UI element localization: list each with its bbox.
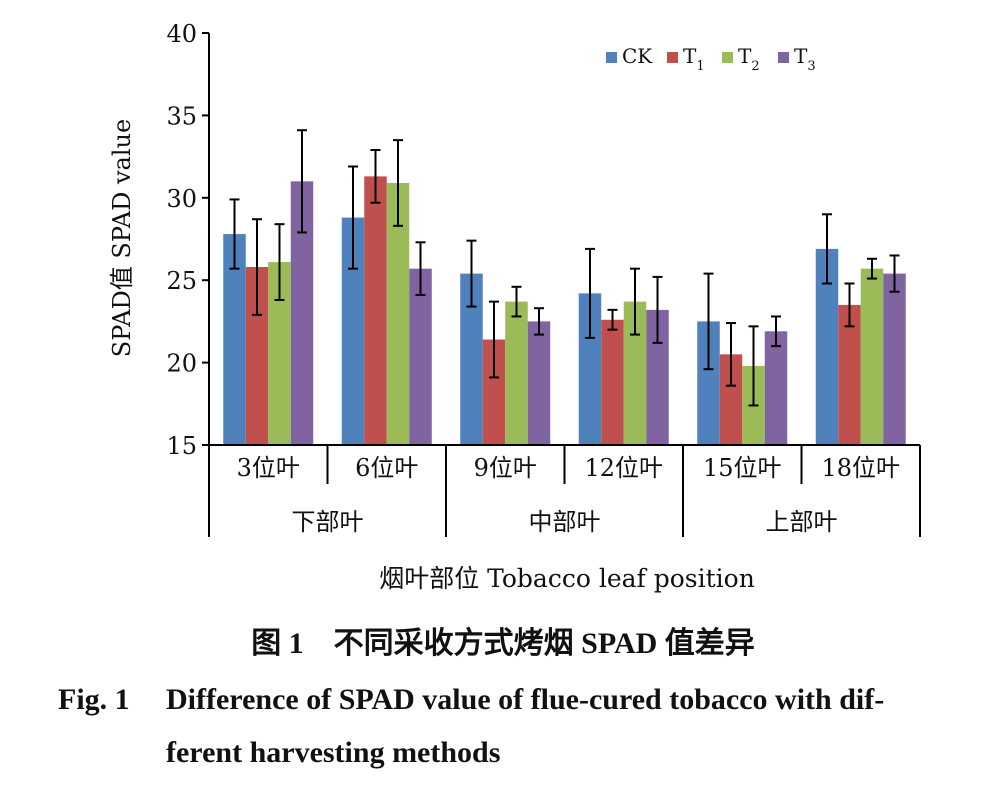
y-tick-label: 20 bbox=[166, 350, 197, 378]
bar-T3-9位叶 bbox=[527, 321, 551, 445]
bar-T3-12位叶 bbox=[646, 309, 669, 445]
legend-swatch-T2 bbox=[722, 52, 733, 63]
y-tick-label: 30 bbox=[166, 185, 197, 213]
legend-label-CK: CK bbox=[622, 44, 653, 68]
bar-T1-3位叶 bbox=[245, 267, 269, 445]
y-axis: 15 20 25 30 35 40 bbox=[166, 20, 210, 460]
legend-swatch-T3 bbox=[778, 52, 789, 63]
y-axis-title: SPAD值 SPAD value bbox=[108, 119, 136, 357]
bar-T3-18位叶 bbox=[883, 273, 906, 445]
group-label: 中部叶 bbox=[529, 508, 601, 536]
legend-swatch-T1 bbox=[667, 52, 678, 63]
category-label: 6位叶 bbox=[355, 454, 418, 482]
category-label: 15位叶 bbox=[703, 454, 782, 482]
bar-T1-6位叶 bbox=[364, 176, 387, 445]
legend-label-T1: T1 bbox=[683, 44, 705, 74]
y-tick-label: 40 bbox=[166, 20, 197, 48]
bar-T1-15位叶 bbox=[719, 354, 743, 445]
bar-T2-6位叶 bbox=[386, 182, 410, 445]
bars bbox=[223, 176, 906, 445]
bar-T2-3位叶 bbox=[268, 262, 291, 445]
bar-T3-15位叶 bbox=[764, 331, 788, 445]
figure-caption-english-line1: Difference of SPAD value of flue-cured t… bbox=[166, 683, 885, 716]
bar-T2-18位叶 bbox=[860, 268, 884, 445]
bar-CK-9位叶 bbox=[460, 273, 483, 445]
bar-CK-12位叶 bbox=[578, 293, 602, 445]
legend-label-T2: T2 bbox=[738, 44, 760, 74]
group-label: 上部叶 bbox=[766, 508, 838, 536]
y-tick-label: 15 bbox=[166, 432, 197, 460]
y-tick-label: 25 bbox=[166, 267, 197, 295]
bar-T1-18位叶 bbox=[838, 304, 861, 445]
bar-T1-9位叶 bbox=[482, 339, 506, 445]
error-bars bbox=[229, 129, 900, 407]
bar-CK-18位叶 bbox=[815, 248, 839, 445]
figure-caption-english-line2: ferent harvesting methods bbox=[166, 736, 501, 769]
bar-T2-9位叶 bbox=[505, 301, 528, 445]
bar-T3-3位叶 bbox=[290, 181, 314, 445]
y-tick-label: 35 bbox=[166, 102, 197, 130]
category-label: 9位叶 bbox=[474, 454, 537, 482]
category-label: 12位叶 bbox=[584, 454, 663, 482]
bar-CK-6位叶 bbox=[341, 217, 365, 445]
legend: CK T1 T2 T3 bbox=[606, 44, 816, 74]
group-label: 下部叶 bbox=[292, 508, 364, 536]
bar-T3-6位叶 bbox=[409, 268, 432, 445]
category-label: 3位叶 bbox=[237, 454, 300, 482]
bar-T2-12位叶 bbox=[623, 301, 647, 445]
legend-label-T3: T3 bbox=[794, 44, 816, 74]
figure-caption-label: Fig. 1 bbox=[58, 683, 130, 716]
category-label: 18位叶 bbox=[821, 454, 900, 482]
bar-CK-3位叶 bbox=[223, 234, 246, 445]
bar-T1-12位叶 bbox=[601, 319, 624, 445]
x-axis-title: 烟叶部位 Tobacco leaf position bbox=[379, 564, 755, 593]
bar-CK-15位叶 bbox=[697, 321, 720, 445]
figure-caption-chinese: 图 1 不同采收方式烤烟 SPAD 值差异 bbox=[251, 627, 755, 660]
legend-swatch-CK bbox=[606, 52, 617, 63]
